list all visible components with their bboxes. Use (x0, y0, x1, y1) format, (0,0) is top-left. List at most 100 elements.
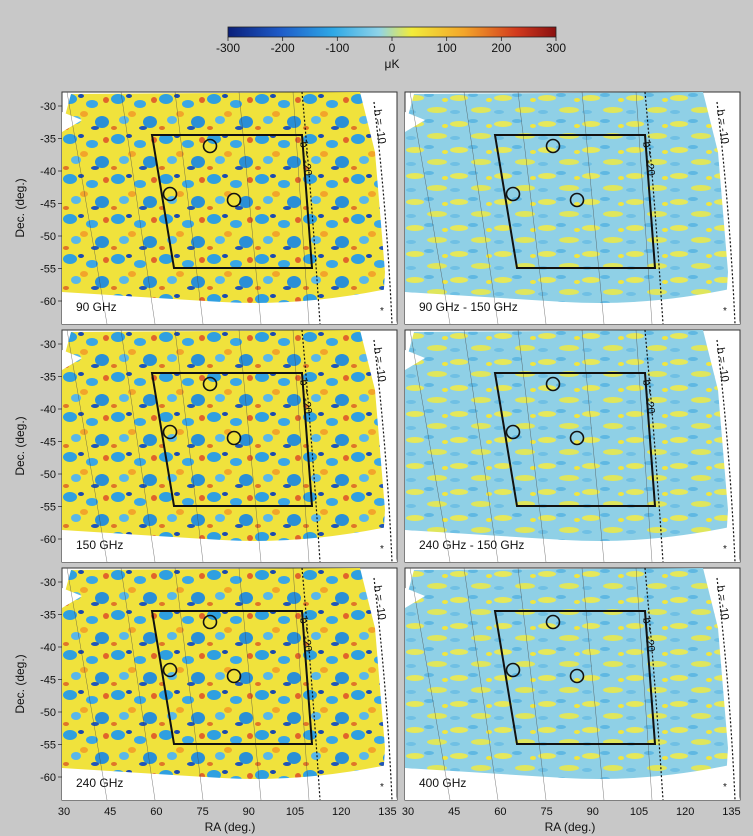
y-tick-label: -35 (40, 134, 56, 146)
mask-region (62, 288, 397, 324)
x-tick-label: 75 (540, 806, 552, 818)
colorbar-tick-label: 0 (389, 41, 396, 55)
contour-label-b10: b = -10 (371, 585, 388, 621)
sky-map (62, 92, 385, 320)
grid-meridian (174, 567, 204, 801)
contour-label-b20: b = -20 (640, 141, 657, 177)
map-panel: b = -20 b = -10 240 GHz * (61, 567, 398, 801)
grid-meridian (581, 329, 605, 563)
colorbar-tick-label: 300 (546, 41, 566, 55)
y-tick-label: -55 (40, 740, 56, 752)
map-panel: b = -20 b = -10 400 GHz * (404, 567, 741, 801)
map-panel: b = -20 b = -10 90 GHz * (61, 91, 398, 325)
source-circle (162, 186, 178, 202)
y-tick-label: -30 (40, 577, 56, 589)
y-tick-label: -35 (40, 372, 56, 384)
grid-meridian (238, 329, 262, 563)
survey-field-outline (493, 610, 657, 745)
y-tick-label: -30 (40, 101, 56, 113)
contour-label-b10: b = -10 (714, 347, 731, 383)
source-circle (226, 430, 242, 446)
x-tick-label: 135 (378, 806, 396, 818)
colorbar-tick-label: -100 (325, 41, 349, 55)
y-tick-label: -45 (40, 437, 56, 449)
grid-meridian (292, 329, 310, 563)
y-tick-label: -40 (40, 642, 56, 654)
galactic-contour-b20 (301, 91, 321, 325)
grid-meridian (292, 91, 310, 325)
grid-meridian (517, 91, 547, 325)
colorbar-tick-label: 100 (437, 41, 457, 55)
galactic-contour-b20 (644, 91, 664, 325)
x-axis-label-left: RA (deg.) (205, 820, 256, 834)
survey-field-outline (150, 134, 314, 269)
panel-label: 90 GHz - 150 GHz (419, 300, 518, 314)
mask-region (405, 764, 740, 800)
grid-meridian (635, 91, 653, 325)
grid-meridian (517, 567, 547, 801)
grid-meridian (120, 567, 156, 801)
sky-map (405, 330, 728, 558)
y-tick-label: -60 (40, 534, 56, 546)
y-axis-labels: Dec. (deg.) -30 -35 -40 -45 -50 -55 -60 Dec. (de… (13, 101, 62, 784)
grid-meridian (635, 329, 653, 563)
beam-marker: * (380, 544, 384, 555)
y-tick-label: -50 (40, 469, 56, 481)
mask-region (405, 288, 740, 324)
survey-field-outline (150, 610, 314, 745)
map-panel: b = -20 b = -10 240 GHz - 150 GHz * (404, 329, 741, 563)
grid-meridian (409, 91, 451, 325)
x-tick-label: 135 (722, 806, 740, 818)
panel-label: 240 GHz (76, 776, 123, 790)
y-axis-label: Dec. (deg.) (13, 654, 27, 713)
colorbar (227, 26, 557, 38)
x-tick-label: 105 (286, 806, 304, 818)
panel-label: 400 GHz (419, 776, 466, 790)
x-tick-label: 90 (243, 806, 255, 818)
grid-meridian (517, 329, 547, 563)
source-circle (226, 192, 242, 208)
source-circle (569, 430, 585, 446)
sky-map (405, 92, 728, 320)
beam-marker: * (723, 782, 727, 793)
source-circle (162, 424, 178, 440)
x-tick-label: 120 (332, 806, 350, 818)
grid-meridian (581, 91, 605, 325)
grid-meridian (463, 329, 499, 563)
beam-marker: * (380, 782, 384, 793)
y-tick-label: -45 (40, 675, 56, 687)
contour-label-b20: b = -20 (297, 617, 314, 653)
contour-label-b20: b = -20 (297, 141, 314, 177)
survey-field-outline (150, 372, 314, 507)
y-tick-label: -40 (40, 404, 56, 416)
source-circle (202, 614, 218, 630)
grid-meridian (174, 91, 204, 325)
colorbar-tick-label: -200 (271, 41, 295, 55)
colorbar-tick-label: 200 (491, 41, 511, 55)
survey-field-outline (493, 134, 657, 269)
source-circle (202, 138, 218, 154)
mask-region (62, 526, 397, 562)
source-circle (569, 668, 585, 684)
grid-meridian (463, 567, 499, 801)
contour-label-b20: b = -20 (640, 379, 657, 415)
panel-label: 150 GHz (76, 538, 123, 552)
grid-meridian (66, 567, 108, 801)
grid-meridian (174, 329, 204, 563)
x-tick-label: 120 (676, 806, 694, 818)
x-tick-label: 30 (402, 806, 414, 818)
x-tick-label: 90 (587, 806, 599, 818)
colorbar-unit: μK (385, 57, 400, 71)
contour-label-b20: b = -20 (640, 617, 657, 653)
beam-marker: * (380, 306, 384, 317)
x-tick-label: 45 (104, 806, 116, 818)
grid-meridian (409, 567, 451, 801)
sky-map (62, 330, 385, 558)
grid-meridian (581, 567, 605, 801)
y-axis-label: Dec. (deg.) (13, 178, 27, 237)
x-tick-label: 105 (630, 806, 648, 818)
grid-meridian (120, 91, 156, 325)
mask-region (62, 764, 397, 800)
x-axis-ticks: 30 45 60 75 90 105 120 135 30 45 60 75 90 105 120 135 (58, 806, 741, 818)
